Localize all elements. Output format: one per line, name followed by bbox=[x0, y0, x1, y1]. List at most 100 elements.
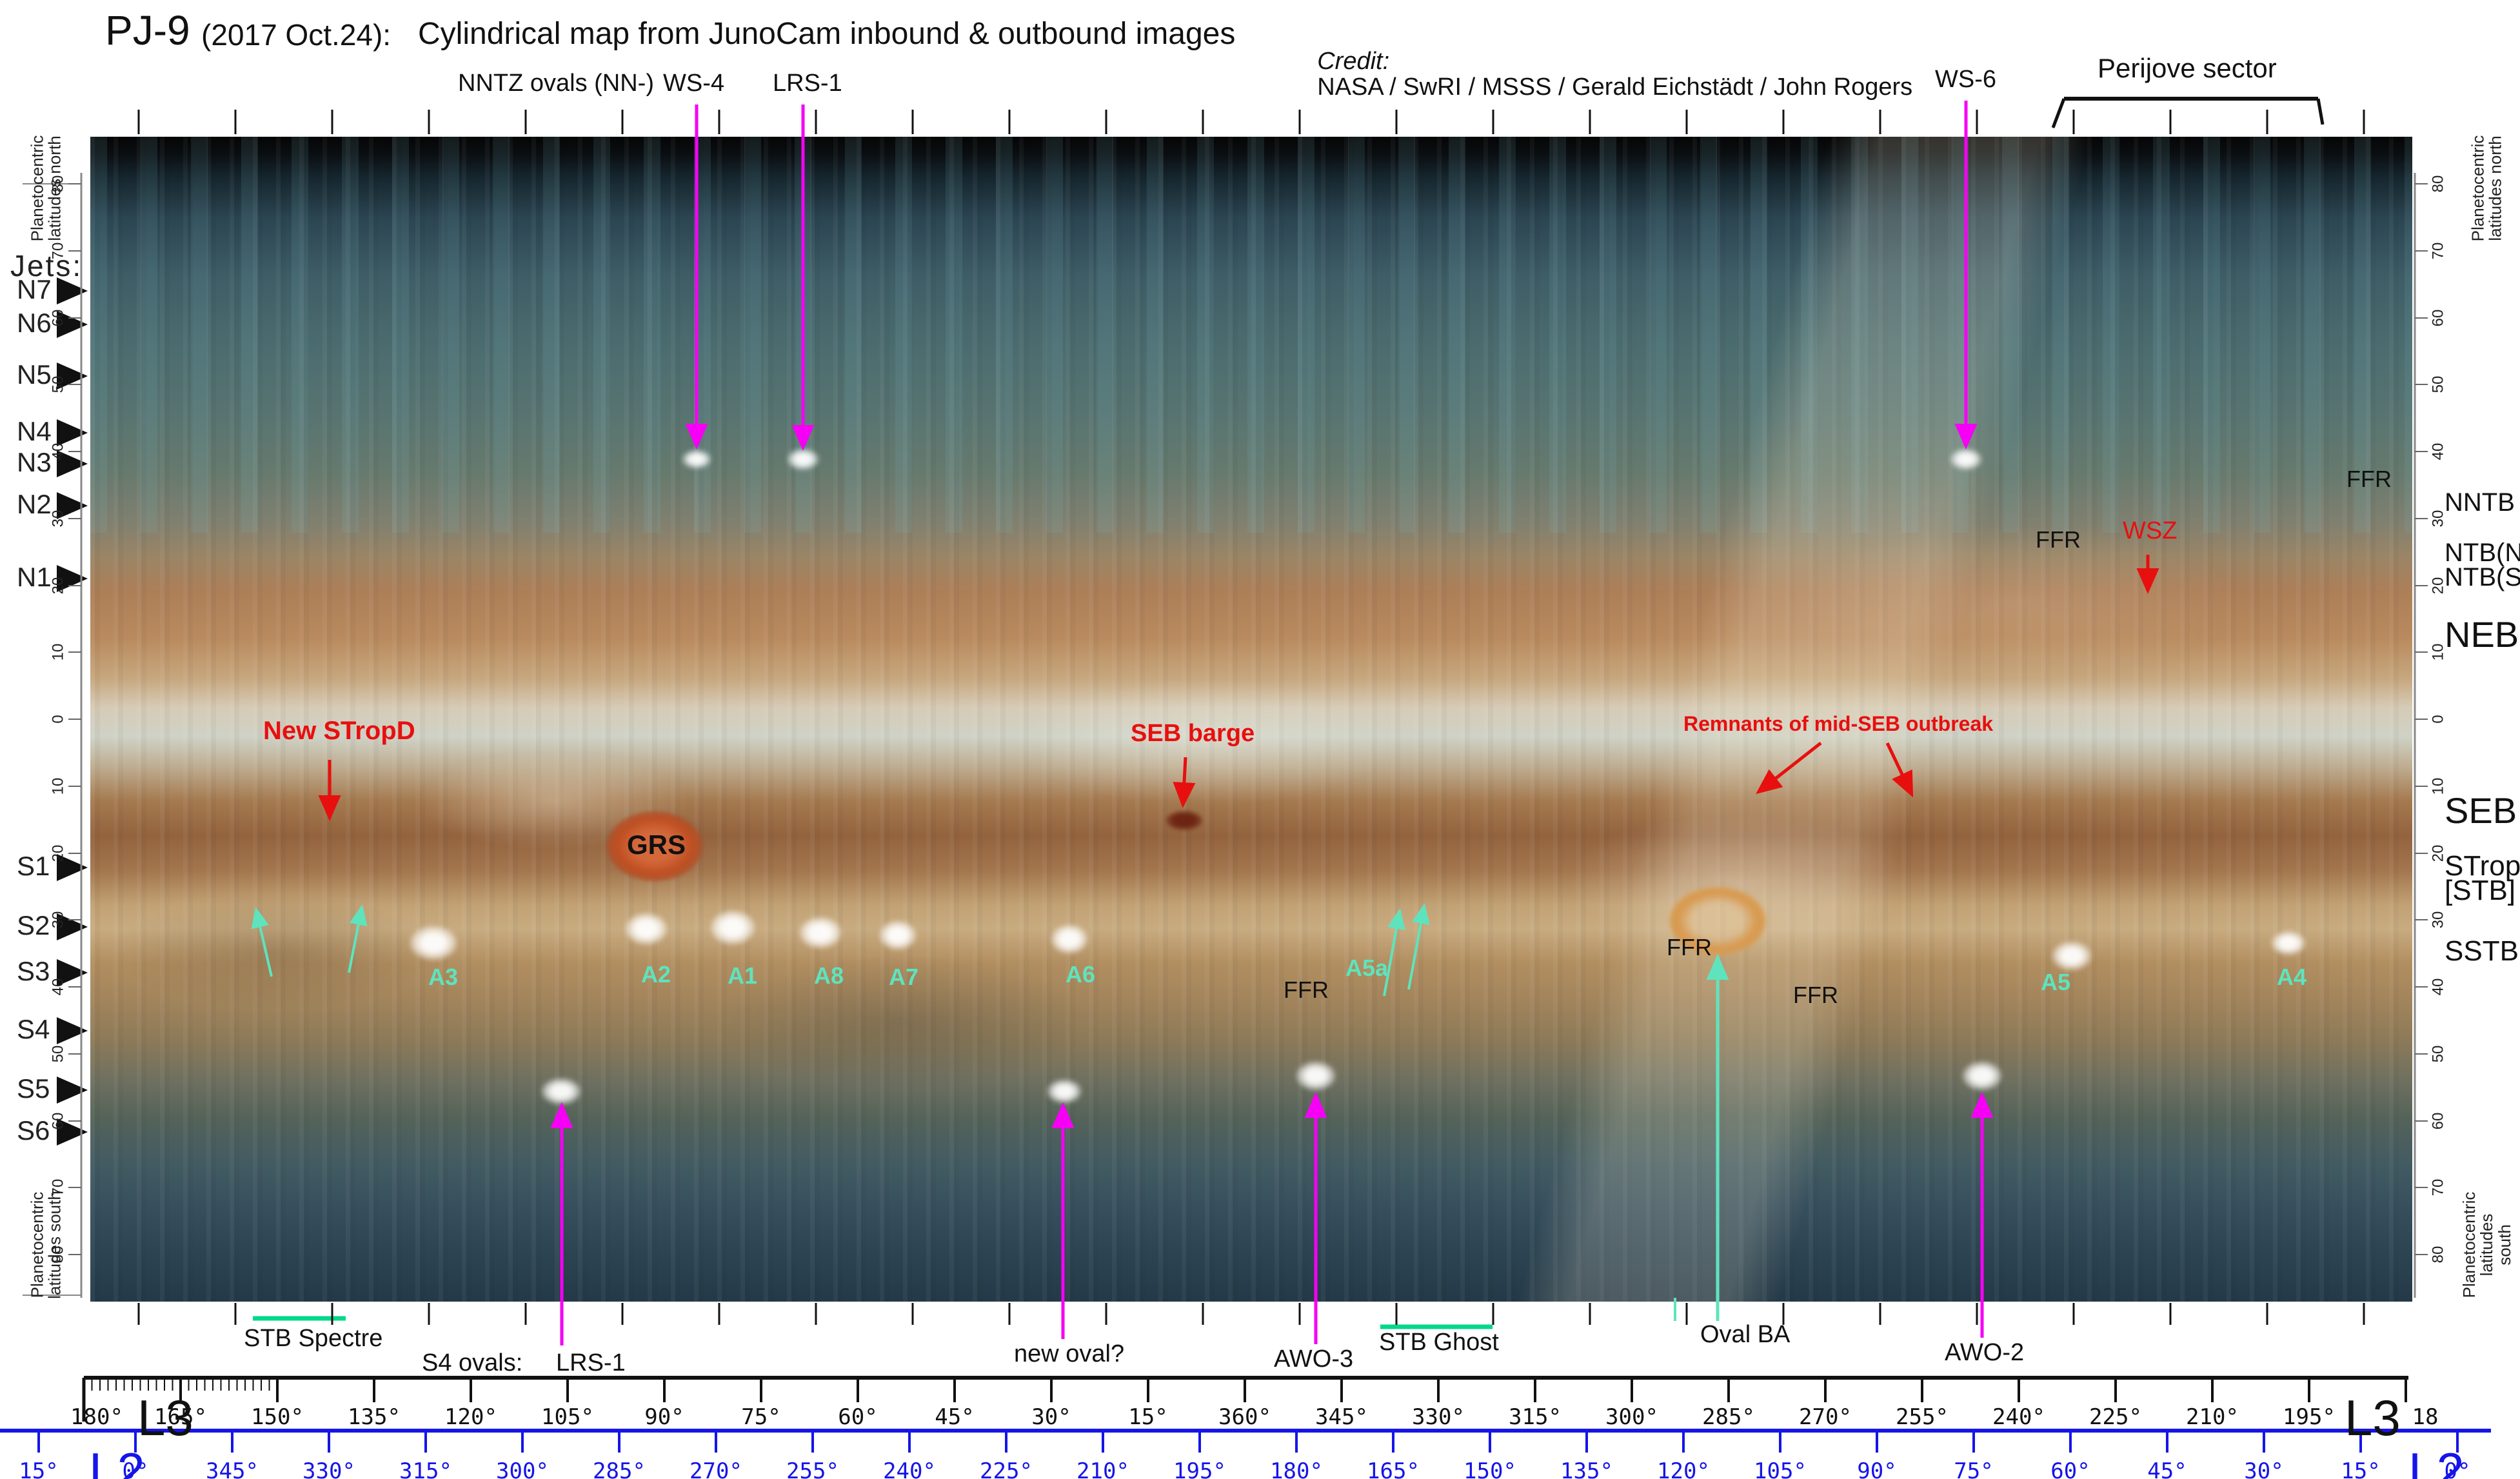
callout-lrs1-bottom: LRS-1 bbox=[556, 1349, 626, 1376]
l2-label-9: 240° bbox=[883, 1458, 936, 1479]
right-lat-num-7: 10 bbox=[2429, 643, 2447, 661]
title-main: Cylindrical map from JunoCam inbound & o… bbox=[418, 17, 1236, 51]
title-code: PJ-9 bbox=[105, 7, 190, 54]
label-remnants-mid-seb: Remnants of mid-SEB outbreak bbox=[1683, 712, 1994, 735]
l3-label-13: 345° bbox=[1315, 1404, 1368, 1430]
label-a4: A4 bbox=[2277, 964, 2307, 990]
l3-label-1: 165° bbox=[154, 1404, 207, 1430]
callout-awo2: AWO-2 bbox=[1945, 1339, 2025, 1366]
left-lat-num-8: 0 bbox=[49, 715, 67, 724]
label-a1: A1 bbox=[728, 962, 758, 989]
l3-label-17: 285° bbox=[1702, 1404, 1755, 1430]
callout-nntz-ovals: NNTZ ovals (NN-) bbox=[458, 70, 654, 97]
label-new-stropd: New STropD bbox=[263, 717, 415, 745]
jets-heading: Jets: bbox=[10, 249, 83, 283]
label-seb-barge: SEB barge bbox=[1131, 720, 1255, 747]
left-lat-num-13: 50 bbox=[49, 1045, 67, 1063]
l2-label-5: 300° bbox=[496, 1458, 549, 1479]
jet-label-n5: N5 bbox=[17, 359, 52, 390]
jet-label-s2: S2 bbox=[17, 910, 50, 940]
jet-label-s5: S5 bbox=[17, 1073, 50, 1104]
l2-label-7: 270° bbox=[690, 1458, 742, 1479]
left-caption-north: Planetocentric latitudes north bbox=[27, 135, 64, 242]
l3-label-19: 255° bbox=[1896, 1404, 1949, 1430]
left-lat-num-6: 20 bbox=[49, 577, 67, 595]
right-lat-num-13: 50 bbox=[2429, 1045, 2447, 1063]
l2-label-23: 30° bbox=[2244, 1458, 2284, 1479]
right-lat-num-2: 60 bbox=[2429, 309, 2447, 327]
band-label-seb: SEB bbox=[2445, 790, 2517, 831]
l2-label-14: 165° bbox=[1367, 1458, 1420, 1479]
band-label-nntb: NNTB bbox=[2445, 488, 2515, 517]
credit-text: NASA / SwRI / MSSS / Gerald Eichstädt / … bbox=[1317, 73, 1913, 101]
l3-label-21: 225° bbox=[2089, 1404, 2142, 1430]
l2-label-17: 120° bbox=[1657, 1458, 1710, 1479]
label-ffr-4: FFR bbox=[2036, 526, 2081, 553]
l3-label-23: 195° bbox=[2283, 1404, 2336, 1430]
jupiter-cylindrical-map bbox=[90, 137, 2412, 1302]
left-lat-num-2: 60 bbox=[49, 309, 67, 327]
left-lat-num-12: 40 bbox=[49, 978, 67, 996]
jet-label-s4: S4 bbox=[17, 1014, 50, 1044]
l3-label-10: 30° bbox=[1031, 1404, 1071, 1430]
jet-label-n2: N2 bbox=[17, 489, 52, 519]
right-lat-num-6: 20 bbox=[2429, 577, 2447, 595]
callout-ws4: WS-4 bbox=[663, 70, 724, 97]
left-lat-num-7: 10 bbox=[49, 643, 67, 661]
l2-big-0: L2 bbox=[89, 1442, 145, 1479]
jet-label-s6: S6 bbox=[17, 1115, 50, 1146]
l2-label-25: 0° bbox=[2444, 1458, 2471, 1479]
band-label-ntbs: NTB(S) bbox=[2445, 563, 2520, 591]
label-ffr-2: FFR bbox=[1667, 934, 1712, 960]
l3-label-2: 150° bbox=[251, 1404, 304, 1430]
right-lat-num-14: 60 bbox=[2429, 1112, 2447, 1130]
left-lat-num-11: 30 bbox=[49, 911, 67, 929]
l2-label-6: 285° bbox=[593, 1458, 646, 1479]
l3-label-3: 135° bbox=[348, 1404, 401, 1430]
right-lat-num-3: 50 bbox=[2429, 375, 2447, 393]
left-lat-num-4: 40 bbox=[49, 442, 67, 461]
label-ffr-5: FFR bbox=[2346, 466, 2392, 492]
label-a6: A6 bbox=[1066, 961, 1096, 988]
label-a5: A5 bbox=[2041, 969, 2071, 995]
label-a2: A2 bbox=[641, 961, 671, 988]
label-wsz: WSZ bbox=[2123, 517, 2178, 544]
title-date: (2017 Oct.24): bbox=[201, 18, 392, 52]
right-lat-num-15: 70 bbox=[2429, 1178, 2447, 1196]
jet-label-n7: N7 bbox=[17, 274, 52, 304]
label-a3: A3 bbox=[428, 964, 459, 990]
callout-ws6: WS-6 bbox=[1935, 66, 1996, 93]
jet-label-n3: N3 bbox=[17, 447, 52, 477]
callout-awo3: AWO-3 bbox=[1274, 1345, 1354, 1373]
left-lat-num-5: 30 bbox=[49, 510, 67, 528]
label-a5a: A5a bbox=[1345, 955, 1389, 981]
callout-perijove-sector: Perijove sector bbox=[2098, 53, 2277, 83]
right-caption-south: Planetocentric latitudes south bbox=[2459, 1191, 2514, 1298]
l3-label-20: 240° bbox=[1992, 1404, 2045, 1430]
left-lat-num-10: 20 bbox=[49, 844, 67, 862]
callout-lrs1-top: LRS-1 bbox=[773, 70, 842, 97]
l2-label-24: 15° bbox=[2341, 1458, 2381, 1479]
band-label-sstb: SSTB bbox=[2445, 935, 2519, 967]
left-caption-south: Planetocentric latitudes south bbox=[27, 1191, 64, 1299]
l3-label-9: 45° bbox=[935, 1404, 975, 1430]
l2-label-21: 60° bbox=[2050, 1458, 2090, 1479]
left-lat-num-3: 50 bbox=[49, 375, 67, 393]
right-lat-num-10: 20 bbox=[2429, 844, 2447, 862]
l2-label-0: 15° bbox=[19, 1458, 59, 1479]
label-ffr-1: FFR bbox=[1284, 977, 1329, 1003]
band-label-ntbn: NTB(N) bbox=[2445, 539, 2520, 567]
l2-label-10: 225° bbox=[980, 1458, 1033, 1479]
band-label-neb: NEB bbox=[2445, 614, 2519, 655]
right-caption-north: Planetocentric latitudes north bbox=[2468, 135, 2505, 242]
l2-label-13: 180° bbox=[1270, 1458, 1323, 1479]
l2-big-1: L2 bbox=[2408, 1442, 2465, 1479]
l3-label-22: 210° bbox=[2186, 1404, 2239, 1430]
label-grs: GRS bbox=[627, 829, 686, 860]
jet-label-n6: N6 bbox=[17, 308, 52, 338]
l3-label-6: 90° bbox=[644, 1404, 684, 1430]
l2-label-20: 75° bbox=[1954, 1458, 1994, 1479]
credit-label: Credit: bbox=[1317, 47, 1390, 75]
map-mottle-texture bbox=[90, 137, 2412, 1302]
l3-label-11: 15° bbox=[1128, 1404, 1168, 1430]
